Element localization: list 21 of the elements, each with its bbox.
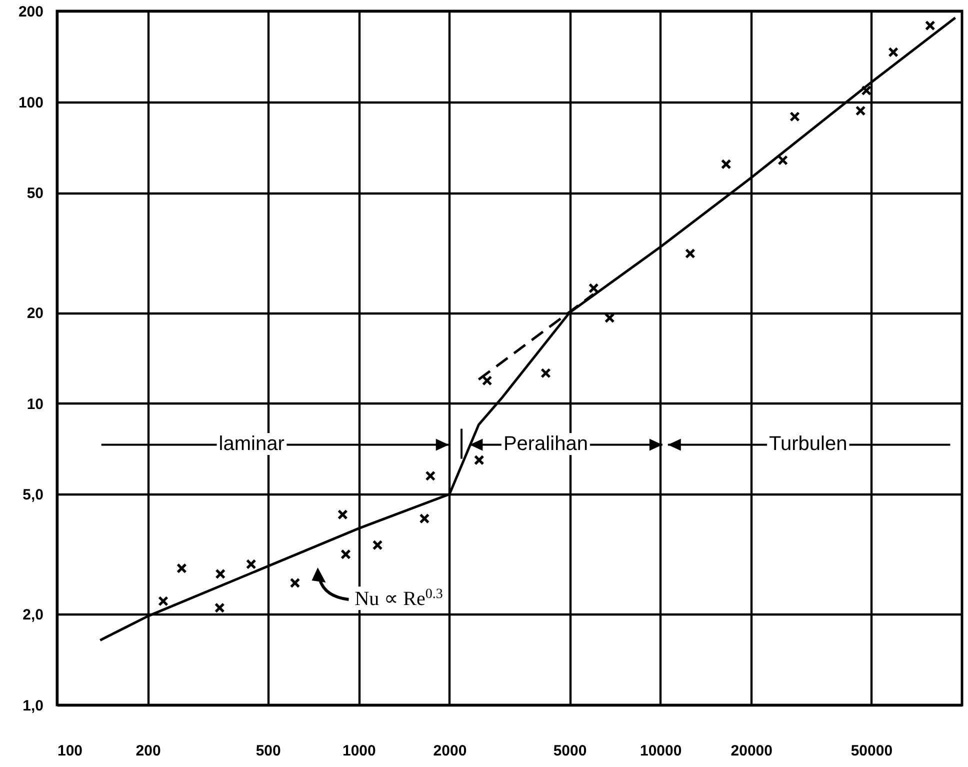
y-tick-label: 100: [18, 94, 44, 112]
y-tick-label: 10: [26, 396, 44, 413]
x-tick-label: 500: [256, 742, 281, 760]
y-tick-label: 1,0: [22, 698, 44, 714]
x-tick-label: 100: [58, 742, 83, 760]
y-tick-label: 5,0: [22, 486, 44, 504]
y-tick-label: 20: [26, 305, 44, 322]
annotation: Peralihan: [503, 433, 588, 456]
x-tick-label: 10000: [640, 742, 682, 760]
y-tick-label: 200: [18, 4, 44, 20]
x-tick-label: 1000: [342, 742, 376, 760]
x-tick-label: 50000: [850, 742, 893, 760]
x-tick-label: 5000: [553, 742, 587, 760]
annotation: laminar: [218, 433, 285, 456]
y-tick-label: 2,0: [22, 606, 44, 624]
annotation: Nu ∝ Re$^{0.3}$: [354, 586, 443, 610]
y-tick-label: 50: [26, 185, 44, 202]
annotation: Turbulen: [769, 433, 848, 456]
x-tick-label: 2000: [433, 742, 467, 760]
x-tick-label: 20000: [730, 742, 773, 760]
x-tick-label: 200: [136, 742, 161, 760]
